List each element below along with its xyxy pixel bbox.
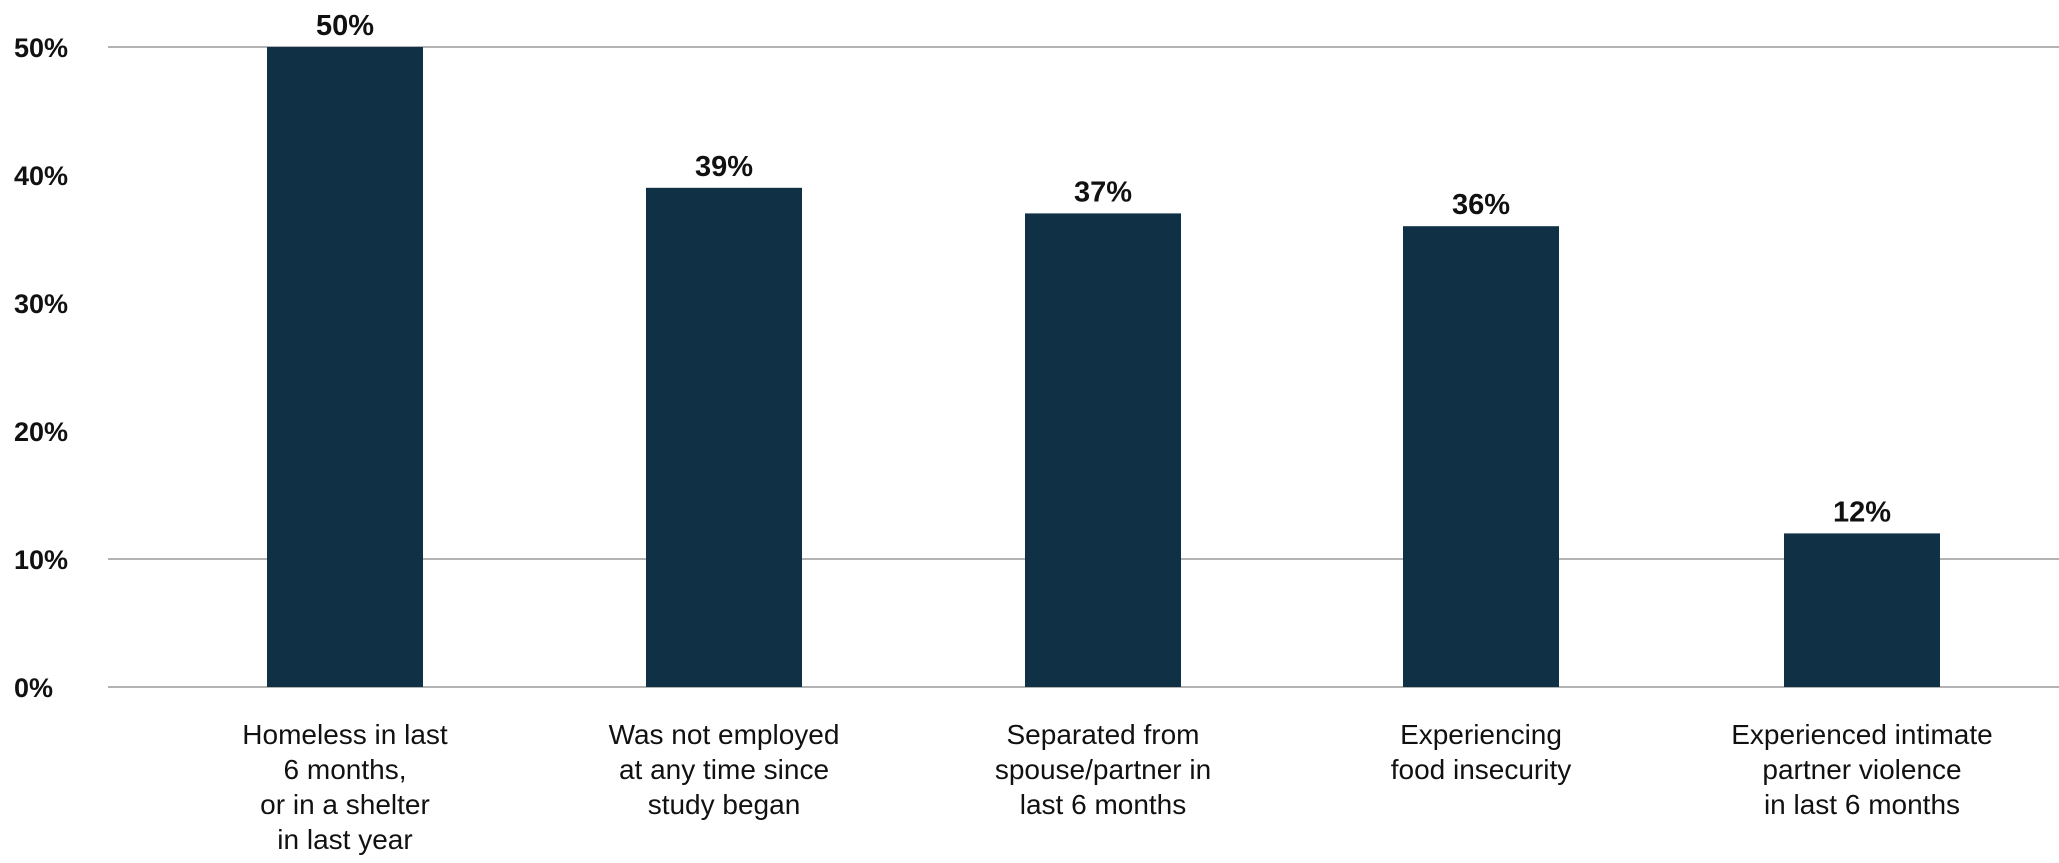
category-label-line: Was not employed	[609, 719, 840, 750]
bar	[1025, 213, 1181, 687]
category-label: Separated from spouse/partner in last 6 mo…	[995, 719, 1211, 820]
category-label-line: in last year	[277, 824, 412, 855]
category-label-line: last 6 months	[1020, 789, 1187, 820]
data-label: 37%	[1074, 176, 1132, 208]
category-label: Homeless in last 6 months, or in a shelter…	[242, 719, 448, 855]
value-labels: 50% 39% 37% 36% 12%	[316, 10, 1891, 528]
y-tick-label: 10%	[14, 545, 68, 575]
category-label-line: Separated from	[1007, 719, 1200, 750]
category-label-line: partner violence	[1762, 754, 1961, 785]
y-tick-label: 0%	[14, 673, 53, 703]
bar	[646, 187, 802, 688]
category-label-line: in last 6 months	[1764, 789, 1960, 820]
category-label: Experiencing food insecurity	[1391, 719, 1572, 785]
y-tick-label: 40%	[14, 161, 68, 191]
category-label-line: at any time since	[619, 754, 829, 785]
y-axis-tick-labels: 0% 10% 20% 30% 40% 50%	[14, 33, 68, 703]
category-label-line: or in a shelter	[260, 789, 430, 820]
category-label-line: Experienced intimate	[1731, 719, 1992, 750]
data-label: 50%	[316, 10, 374, 42]
category-label-line: study began	[648, 789, 801, 820]
category-label-line: food insecurity	[1391, 754, 1572, 785]
category-label-line: spouse/partner in	[995, 754, 1211, 785]
bar	[1403, 226, 1559, 687]
category-labels: Homeless in last 6 months, or in a shelter…	[242, 719, 1992, 855]
y-tick-label: 30%	[14, 289, 68, 319]
y-tick-label: 20%	[14, 417, 68, 447]
data-label: 36%	[1452, 189, 1510, 221]
bar	[267, 47, 423, 687]
y-tick-label: 50%	[14, 33, 68, 63]
data-label: 39%	[695, 151, 753, 183]
data-label: 12%	[1833, 496, 1891, 528]
category-label-line: 6 months,	[284, 754, 407, 785]
category-label: Was not employed at any time since study b…	[609, 719, 840, 820]
category-label-line: Experiencing	[1400, 719, 1562, 750]
bars	[267, 47, 1940, 688]
category-label: Experienced intimate partner violence in l…	[1731, 719, 1992, 820]
category-label-line: Homeless in last	[242, 719, 448, 750]
bar	[1784, 533, 1940, 687]
